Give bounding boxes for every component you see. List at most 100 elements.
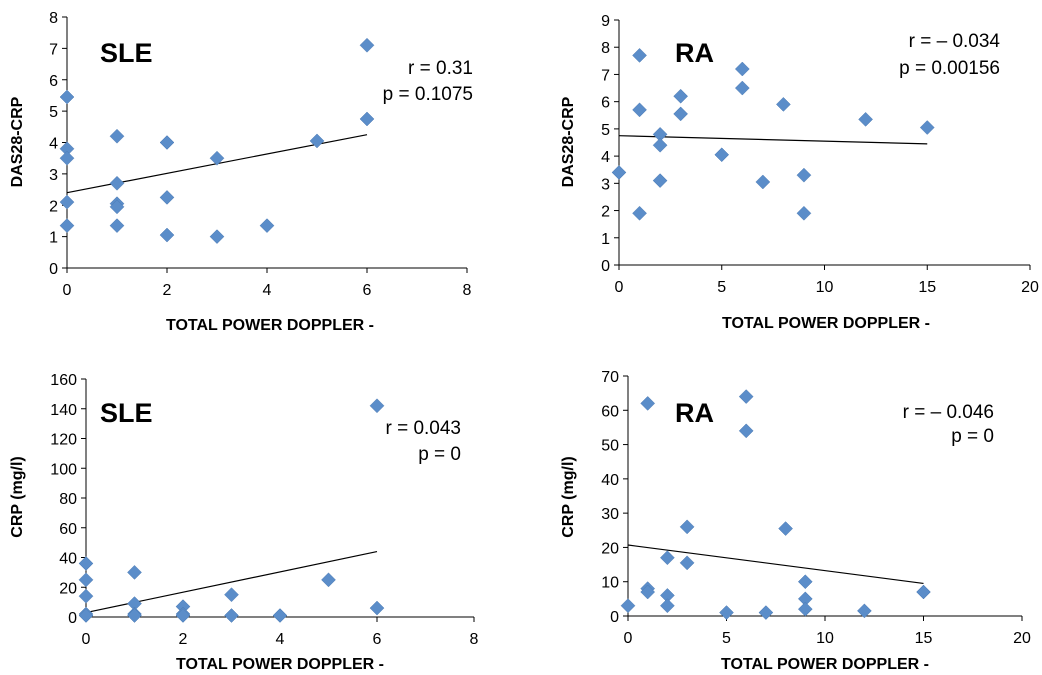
- y-tick-label: 60: [59, 521, 77, 538]
- data-point: [652, 137, 668, 153]
- data-point: [652, 173, 668, 188]
- x-tick-label: 8: [470, 631, 479, 648]
- y-tick-label: 40: [601, 472, 619, 489]
- y-tick-label: 4: [601, 149, 610, 166]
- x-tick-label: 2: [179, 631, 188, 648]
- x-tick-label: 5: [722, 630, 731, 647]
- y-tick-label: 5: [49, 104, 58, 121]
- y-tick-label: 20: [59, 580, 77, 597]
- correlation-r-label: r = 0.31: [408, 58, 473, 79]
- data-point: [679, 519, 695, 535]
- y-axis-label: DAS28-CRP: [9, 96, 26, 187]
- y-tick-label: 60: [601, 403, 619, 420]
- chart-panel-3: 0 20 40 60 80 100 120 140 160 0 2 4 6 8 TOTAL POWER DO…: [9, 372, 479, 673]
- y-tick-label: 9: [601, 13, 610, 30]
- x-tick-label: 10: [816, 630, 834, 647]
- y-axis-label: CRP (mg/l): [9, 456, 26, 537]
- data-point: [660, 550, 675, 566]
- trend-line: [618, 135, 928, 145]
- y-tick-label: 3: [601, 176, 610, 193]
- y-tick-label: 6: [49, 73, 58, 90]
- data-point: [209, 229, 225, 244]
- x-tick-label: 20: [1021, 279, 1039, 296]
- chart-panel-4: 0 10 20 30 40 50 60 70 0 5 10 15 20 TOTAL POWER DOPPL…: [560, 369, 1031, 673]
- data-point: [127, 565, 142, 580]
- x-tick-label: 15: [915, 630, 933, 647]
- y-tick-label: 0: [601, 258, 610, 275]
- x-axis-label: TOTAL POWER DOPPLER -: [166, 317, 374, 334]
- data-point: [59, 89, 75, 105]
- y-tick-label: 50: [601, 438, 619, 455]
- y-tick-label: 3: [49, 167, 58, 184]
- x-axis-label: TOTAL POWER DOPPLER -: [721, 656, 929, 673]
- y-tick-label: 6: [601, 95, 610, 112]
- data-point: [109, 128, 125, 144]
- x-tick-label: 10: [816, 279, 834, 296]
- trend-line: [627, 544, 924, 585]
- data-point: [673, 106, 689, 122]
- y-tick-label: 80: [59, 491, 77, 508]
- y-tick-label: 5: [601, 122, 610, 139]
- data-point: [738, 389, 754, 404]
- panel-title: RA: [675, 38, 714, 68]
- data-point: [673, 88, 689, 104]
- data-point: [369, 398, 385, 414]
- y-tick-label: 8: [601, 40, 610, 57]
- y-tick-label: 0: [68, 610, 77, 627]
- data-point: [714, 147, 730, 163]
- y-tick-label: 0: [610, 609, 619, 626]
- data-point: [224, 587, 239, 603]
- data-point: [109, 199, 125, 215]
- p-value-label: p = 0.1075: [383, 84, 473, 105]
- data-point: [738, 423, 754, 439]
- data-point: [159, 190, 175, 205]
- x-tick-label: 4: [263, 282, 272, 299]
- data-point: [632, 48, 647, 63]
- data-point: [776, 97, 791, 112]
- data-point: [640, 396, 656, 411]
- y-tick-label: 8: [49, 10, 58, 27]
- y-tick-label: 1: [601, 231, 610, 248]
- x-tick-label: 0: [615, 279, 624, 296]
- y-tick-label: 7: [49, 41, 58, 58]
- data-point: [175, 608, 191, 623]
- p-value-label: p = 0: [418, 444, 461, 465]
- data-point: [359, 37, 375, 53]
- x-axis-label: TOTAL POWER DOPPLER -: [722, 315, 930, 332]
- data-point: [679, 555, 695, 571]
- y-tick-label: 120: [50, 432, 77, 449]
- data-point: [919, 120, 935, 135]
- y-tick-label: 2: [601, 204, 610, 221]
- data-point: [778, 521, 793, 536]
- y-tick-label: 4: [49, 136, 58, 153]
- data-point: [359, 111, 375, 127]
- data-point: [78, 556, 94, 571]
- data-point: [369, 600, 385, 616]
- x-tick-label: 6: [363, 282, 372, 299]
- correlation-r-label: r = – 0.046: [903, 402, 994, 423]
- data-point: [109, 175, 125, 191]
- data-point: [660, 598, 675, 614]
- data-point: [632, 102, 647, 118]
- y-tick-label: 160: [50, 372, 77, 389]
- data-point: [59, 218, 75, 233]
- p-value-label: p = 0: [951, 426, 994, 447]
- data-point: [797, 574, 813, 590]
- x-tick-label: 8: [463, 282, 472, 299]
- y-axis-label: CRP (mg/l): [560, 456, 577, 537]
- data-point: [59, 194, 75, 210]
- x-tick-label: 6: [373, 631, 382, 648]
- data-point: [797, 601, 813, 617]
- x-tick-label: 5: [717, 279, 726, 296]
- x-tick-label: 0: [624, 630, 633, 647]
- x-tick-label: 20: [1013, 630, 1031, 647]
- data-point: [78, 608, 94, 623]
- data-point: [857, 603, 872, 619]
- data-point: [858, 112, 873, 127]
- chart-panel-2: 0 1 2 3 4 5 6 7 8 9 0 5 10 15 20 TOTAL POWER DOPPLER - D…: [560, 13, 1039, 332]
- data-point: [620, 598, 636, 614]
- data-point: [719, 605, 734, 620]
- panel-title: SLE: [100, 398, 153, 428]
- data-point: [159, 227, 175, 243]
- data-point: [309, 133, 325, 149]
